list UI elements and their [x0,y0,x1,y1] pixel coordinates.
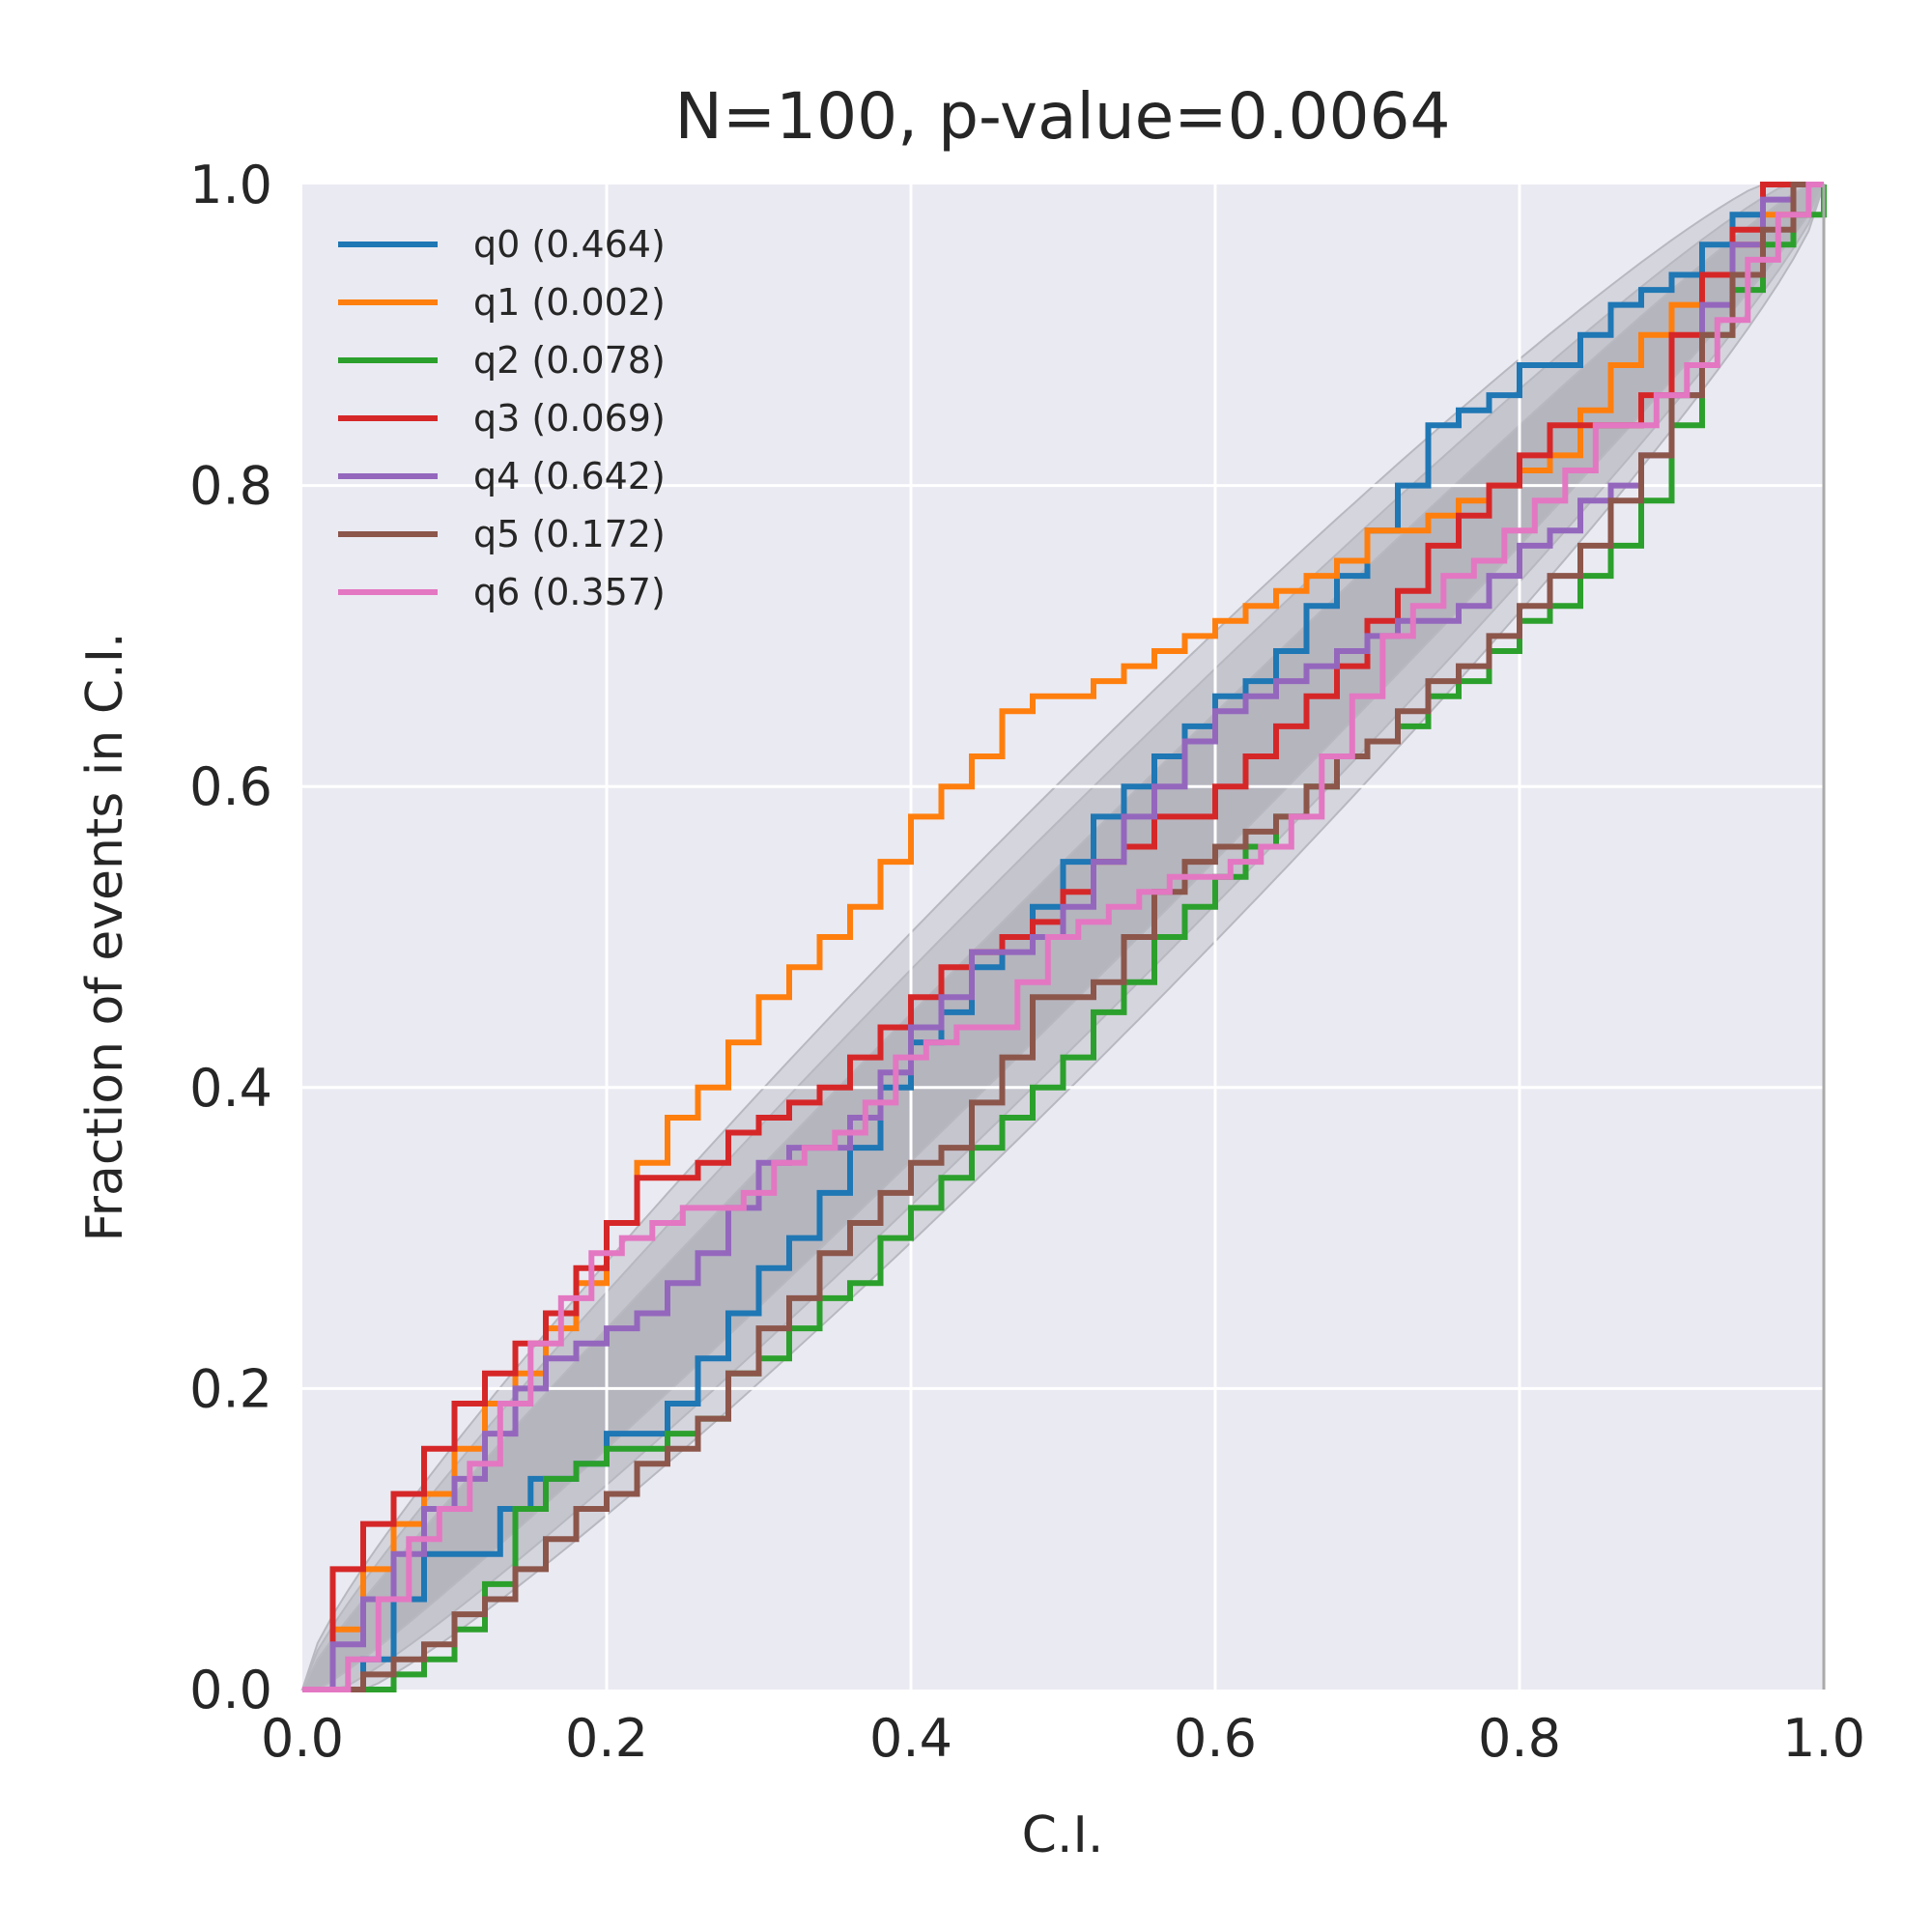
x-tick-label: 1.0 [1782,1708,1865,1769]
series-line-1 [302,182,1824,1692]
x-tick-label: 0.0 [261,1708,344,1769]
y-tick-label: 0.8 [189,456,272,517]
y-tick-label: 0.4 [189,1058,272,1119]
y-tick-labels: 0.0 0.2 0.4 0.6 0.8 1.0 [189,155,272,1720]
legend-label-6: q6 (0.357) [473,571,666,613]
y-tick-label: 0.2 [189,1358,272,1419]
legend-label-5: q5 (0.172) [473,513,666,555]
y-tick-label: 1.0 [189,155,272,215]
x-tick-label: 0.6 [1174,1708,1257,1769]
x-tick-label: 0.4 [869,1708,952,1769]
legend-label-2: q2 (0.078) [473,339,666,382]
legend-label-3: q3 (0.069) [473,397,666,440]
x-tick-labels: 0.0 0.2 0.4 0.6 0.8 1.0 [261,1708,1865,1769]
series-line-2 [302,185,1827,1692]
series-line-4 [302,182,1824,1692]
x-tick-label: 0.2 [565,1708,648,1769]
y-tick-label: 0.0 [189,1660,272,1720]
y-tick-label: 0.6 [189,756,272,817]
series-line-0 [302,182,1824,1692]
legend-label-1: q1 (0.002) [473,281,666,324]
legend-label-4: q4 (0.642) [473,455,666,497]
y-axis-title: Fraction of events in C.I. [76,632,134,1241]
x-tick-label: 0.8 [1478,1708,1561,1769]
series-line-6 [302,182,1824,1692]
legend-label-0: q0 (0.464) [473,223,666,266]
series-line-3 [302,182,1824,1692]
legend: q0 (0.464) q1 (0.002) q2 (0.078) q3 (0.069)… [338,223,666,613]
series-lines [302,182,1827,1692]
chart-title: N=100, p-value=0.0064 [674,79,1450,154]
series-line-5 [302,182,1824,1692]
x-axis-title: C.I. [1022,1806,1104,1864]
